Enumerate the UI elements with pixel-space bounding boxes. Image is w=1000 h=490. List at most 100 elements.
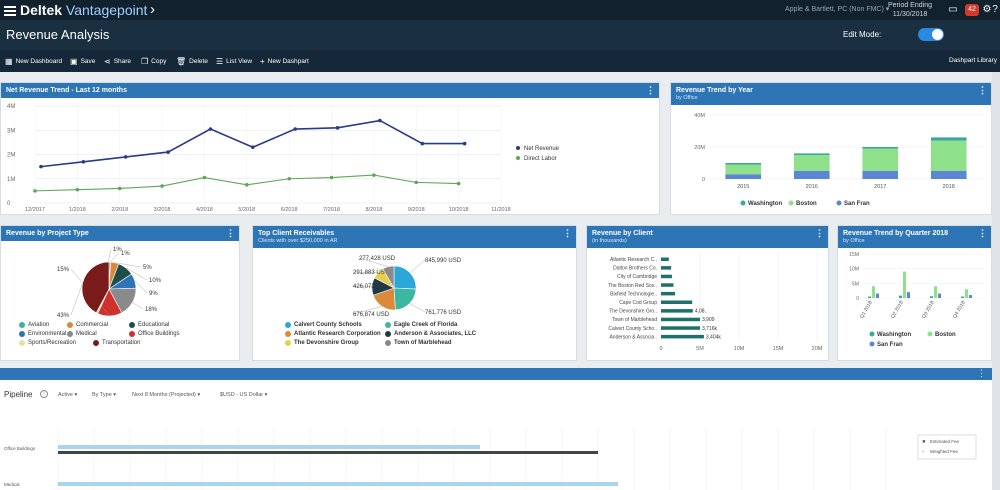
legend-item[interactable]: Transportation bbox=[93, 340, 140, 346]
legend-item[interactable]: Educational bbox=[129, 322, 169, 328]
legend-swatch bbox=[285, 331, 291, 337]
legend-label: Anderson & Associates, LLC bbox=[394, 331, 477, 337]
menu-icon[interactable] bbox=[4, 4, 16, 16]
y-tick-label: 40M bbox=[694, 113, 705, 119]
new-dashpart-button[interactable]: + New Dashpart bbox=[260, 57, 309, 66]
legend-marker: ✖ bbox=[922, 439, 926, 444]
list-view-button[interactable]: ☰ List View bbox=[216, 57, 252, 66]
filter-type[interactable]: By Type ▾ bbox=[92, 392, 117, 398]
legend-label: San Fran bbox=[844, 201, 870, 207]
legend-item[interactable]: Town of Marblehead bbox=[385, 340, 452, 346]
x-tick-label: Q1 2018 bbox=[859, 300, 874, 320]
legend-swatch bbox=[740, 200, 746, 206]
notification-badge[interactable]: 42 bbox=[965, 4, 979, 16]
legend-label: Net Revenue bbox=[524, 146, 560, 152]
data-point bbox=[414, 180, 419, 185]
bar-san-fran bbox=[930, 171, 967, 179]
legend-item[interactable]: Atlantic Research Corporation bbox=[285, 331, 381, 337]
chevron-right-icon[interactable]: › bbox=[150, 1, 155, 18]
legend-swatch bbox=[285, 340, 291, 346]
edit-mode-toggle[interactable] bbox=[918, 28, 944, 41]
delete-button[interactable]: 🗑 Delete bbox=[176, 57, 208, 66]
kebab-menu-icon[interactable]: ⋮ bbox=[978, 85, 987, 95]
bar-boston bbox=[934, 286, 937, 298]
dashboard-icon: ▦ bbox=[5, 57, 13, 66]
data-label: 845,990 USD bbox=[425, 258, 462, 264]
bar-boston bbox=[793, 155, 830, 171]
net-revenue-title: Net Revenue Trend - Last 12 months bbox=[6, 87, 127, 94]
legend-item[interactable]: Medical bbox=[67, 331, 97, 337]
x-tick-label: 8/2018 bbox=[365, 207, 382, 213]
period-selector[interactable]: Period Ending 11/30/2018 bbox=[888, 2, 932, 18]
legend-swatch bbox=[67, 331, 73, 337]
new-dashboard-label: New Dashboard bbox=[15, 58, 63, 65]
kebab-menu-icon[interactable]: ⋮ bbox=[563, 228, 572, 238]
legend-label: Office Buildings bbox=[138, 331, 180, 337]
info-icon[interactable]: i bbox=[40, 390, 48, 398]
pie-slice-eagle-creek-of-florida bbox=[393, 287, 417, 311]
legend-swatch bbox=[869, 331, 875, 337]
legend-label: San Fran bbox=[877, 342, 903, 348]
filter-currency[interactable]: $USD - US Dollar ▾ bbox=[220, 392, 268, 398]
scrollbar[interactable] bbox=[992, 72, 1000, 490]
bar-san-fran bbox=[938, 293, 941, 298]
help-icon[interactable]: ? bbox=[992, 4, 998, 15]
y-tick-label: 20M bbox=[694, 145, 705, 151]
y-tick-label: 0 bbox=[856, 296, 859, 302]
save-button[interactable]: ▣ Save bbox=[70, 57, 95, 66]
data-point bbox=[462, 141, 467, 146]
data-label: 18% bbox=[145, 307, 158, 313]
bar-san-fran bbox=[793, 171, 830, 179]
copy-icon: ❐ bbox=[141, 57, 149, 66]
data-label: 291,883 USD bbox=[353, 270, 390, 276]
legend-item[interactable]: The Devonshire Group bbox=[285, 340, 359, 346]
chat-icon[interactable]: ▭ bbox=[948, 4, 958, 15]
bar bbox=[661, 317, 700, 322]
legend-item[interactable]: Aviation bbox=[19, 322, 49, 328]
receivables-panel: Top Client Receivables Clients with over … bbox=[252, 225, 577, 361]
plus-icon: + bbox=[260, 57, 265, 66]
share-button[interactable]: ⋖ Share bbox=[104, 57, 131, 66]
legend-item[interactable]: Eagle Creek of Florida bbox=[385, 322, 457, 328]
data-point bbox=[75, 187, 80, 192]
legend-label: Washington bbox=[748, 201, 782, 207]
legend-item[interactable]: Anderson & Associates, LLC bbox=[385, 331, 476, 337]
y-tick-label: City of Cambridge bbox=[617, 274, 657, 280]
legend-item[interactable]: Sports/Recreation bbox=[19, 340, 76, 346]
x-tick-label: 3/2018 bbox=[154, 207, 171, 213]
label-leader bbox=[109, 252, 120, 263]
gear-icon[interactable]: ⚙ bbox=[982, 4, 992, 15]
x-tick-label: 9/2018 bbox=[408, 207, 425, 213]
bar-washington bbox=[930, 137, 967, 141]
data-label: 3,404k bbox=[706, 334, 722, 340]
legend-item[interactable]: Environmental bbox=[19, 331, 66, 337]
kebab-menu-icon[interactable]: ⋮ bbox=[978, 228, 987, 238]
pie-slice-town-of-marblehead bbox=[382, 265, 395, 290]
legend-item[interactable]: Office Buildings bbox=[129, 331, 180, 337]
kebab-menu-icon[interactable]: ⋮ bbox=[815, 228, 824, 238]
app-logo[interactable]: Deltek Vantagepoint bbox=[20, 2, 148, 18]
legend-swatch bbox=[516, 156, 520, 160]
dashpart-library-link[interactable]: Dashpart Library bbox=[948, 57, 997, 64]
legend-item[interactable]: Commercial bbox=[67, 322, 108, 328]
new-dashboard-button[interactable]: ▦ New Dashboard bbox=[5, 57, 62, 66]
x-tick-label: 6/2018 bbox=[281, 207, 298, 213]
legend-label: Commercial bbox=[76, 322, 109, 328]
copy-button[interactable]: ❐ Copy bbox=[141, 57, 166, 66]
legend-label: Washington bbox=[877, 332, 911, 338]
trend-year-header: Revenue Trend by Year by Office ⋮ bbox=[671, 83, 991, 105]
filter-period[interactable]: Next 8 Months (Projected) ▾ bbox=[132, 392, 201, 398]
y-tick-label: Dalton Brothers Co. bbox=[613, 266, 657, 272]
filter-status[interactable]: Active ▾ bbox=[58, 392, 78, 398]
legend-swatch bbox=[129, 331, 135, 337]
kebab-menu-icon[interactable]: ⋮ bbox=[226, 228, 235, 238]
label-leader bbox=[125, 267, 148, 281]
data-point bbox=[39, 164, 43, 169]
company-selector[interactable]: Apple & Bartlett, PC (Non FMC) ▾ bbox=[785, 6, 890, 13]
kebab-menu-icon[interactable]: ⋮ bbox=[646, 85, 655, 95]
trash-icon: 🗑 bbox=[176, 57, 187, 66]
kebab-menu-icon[interactable]: ⋮ bbox=[977, 368, 986, 378]
label-leader bbox=[352, 271, 379, 274]
legend-item[interactable]: Calvert County Schools bbox=[285, 322, 362, 328]
x-tick-label: 10/2018 bbox=[449, 207, 469, 213]
